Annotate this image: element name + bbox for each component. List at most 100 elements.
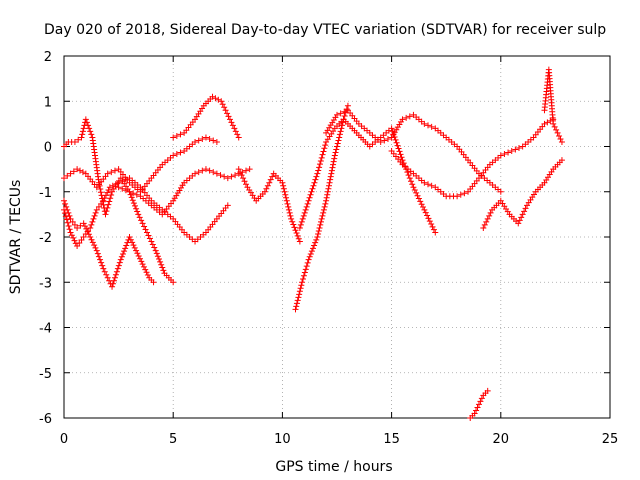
data-point xyxy=(105,186,112,193)
data-point xyxy=(103,271,110,278)
data-point xyxy=(554,129,561,136)
data-point xyxy=(331,155,338,162)
data-point xyxy=(106,198,113,205)
data-point xyxy=(279,179,286,186)
data-point xyxy=(110,277,117,284)
series-arc11 xyxy=(388,116,557,200)
data-point xyxy=(505,149,512,156)
x-tick-label: 0 xyxy=(60,432,68,447)
data-point xyxy=(337,110,344,117)
data-point xyxy=(318,154,325,161)
data-point xyxy=(192,170,199,177)
data-point xyxy=(497,152,504,159)
series-arc2 xyxy=(61,116,177,286)
data-point xyxy=(320,206,327,213)
data-point xyxy=(104,189,111,196)
data-point xyxy=(82,116,89,123)
data-point xyxy=(66,212,73,219)
data-point xyxy=(212,95,219,102)
chart-title: Day 020 of 2018, Sidereal Day-to-day VTE… xyxy=(44,22,606,38)
data-point xyxy=(129,197,136,204)
data-point xyxy=(291,224,298,231)
data-point xyxy=(170,152,177,159)
data-point xyxy=(126,234,133,240)
data-point xyxy=(63,203,70,210)
data-point xyxy=(95,203,102,210)
data-point xyxy=(284,200,291,207)
data-point xyxy=(487,209,494,216)
data-point xyxy=(263,185,270,192)
data-point xyxy=(81,223,88,230)
data-point xyxy=(323,194,330,201)
data-point xyxy=(210,169,217,176)
data-point xyxy=(199,167,206,174)
data-point xyxy=(428,182,435,189)
data-point xyxy=(283,194,290,201)
data-point xyxy=(288,215,295,222)
data-point xyxy=(98,200,105,207)
data-point xyxy=(110,280,117,287)
data-point xyxy=(429,223,436,230)
series-arc6 xyxy=(170,93,242,141)
data-point xyxy=(61,175,67,182)
x-tick-label: 15 xyxy=(383,432,400,447)
data-point xyxy=(285,206,292,213)
y-tick-labels: -6 -5 -4 -3 -2 -1 0 1 2 xyxy=(39,50,52,427)
data-point xyxy=(301,209,308,216)
data-point xyxy=(339,119,346,126)
series-arc7 xyxy=(235,166,303,245)
data-point xyxy=(177,131,184,138)
data-point xyxy=(326,179,333,186)
data-point xyxy=(89,239,96,246)
data-point xyxy=(141,223,148,230)
data-point xyxy=(224,175,231,182)
data-point xyxy=(243,181,249,188)
data-point xyxy=(338,125,345,132)
data-point xyxy=(266,179,273,186)
data-point xyxy=(79,169,86,176)
data-point xyxy=(303,203,310,210)
data-point xyxy=(99,262,106,269)
data-point xyxy=(343,106,350,113)
data-point xyxy=(109,283,116,290)
x-tick-label: 10 xyxy=(274,432,291,447)
data-point xyxy=(410,184,417,191)
data-point xyxy=(97,256,104,263)
data-point xyxy=(246,166,253,173)
data-point xyxy=(117,256,124,263)
data-point xyxy=(86,125,93,132)
data-point xyxy=(102,211,109,218)
data-point xyxy=(328,170,335,177)
data-point xyxy=(157,258,164,265)
data-point xyxy=(119,178,126,185)
data-point xyxy=(299,279,306,286)
data-point xyxy=(232,172,239,179)
data-point xyxy=(133,205,140,212)
data-point xyxy=(308,248,315,255)
data-point xyxy=(544,119,551,126)
data-point xyxy=(296,238,303,245)
data-point xyxy=(305,197,312,204)
data-point xyxy=(283,197,290,204)
data-point xyxy=(83,225,90,232)
data-point xyxy=(293,300,300,307)
data-point xyxy=(158,261,165,268)
data-point xyxy=(483,218,490,225)
data-point xyxy=(215,96,222,103)
data-point xyxy=(484,215,491,222)
data-point xyxy=(97,189,104,196)
data-point xyxy=(317,221,324,228)
data-point xyxy=(64,219,71,226)
data-point xyxy=(292,306,299,313)
data-point xyxy=(515,220,522,227)
data-point xyxy=(65,209,72,216)
data-point xyxy=(296,291,303,298)
data-point xyxy=(298,218,305,225)
data-point xyxy=(516,217,523,224)
data-point xyxy=(206,167,213,174)
data-point xyxy=(98,259,105,266)
data-point xyxy=(224,110,231,117)
data-point xyxy=(225,113,232,120)
data-point xyxy=(62,200,69,207)
data-point xyxy=(501,151,508,158)
